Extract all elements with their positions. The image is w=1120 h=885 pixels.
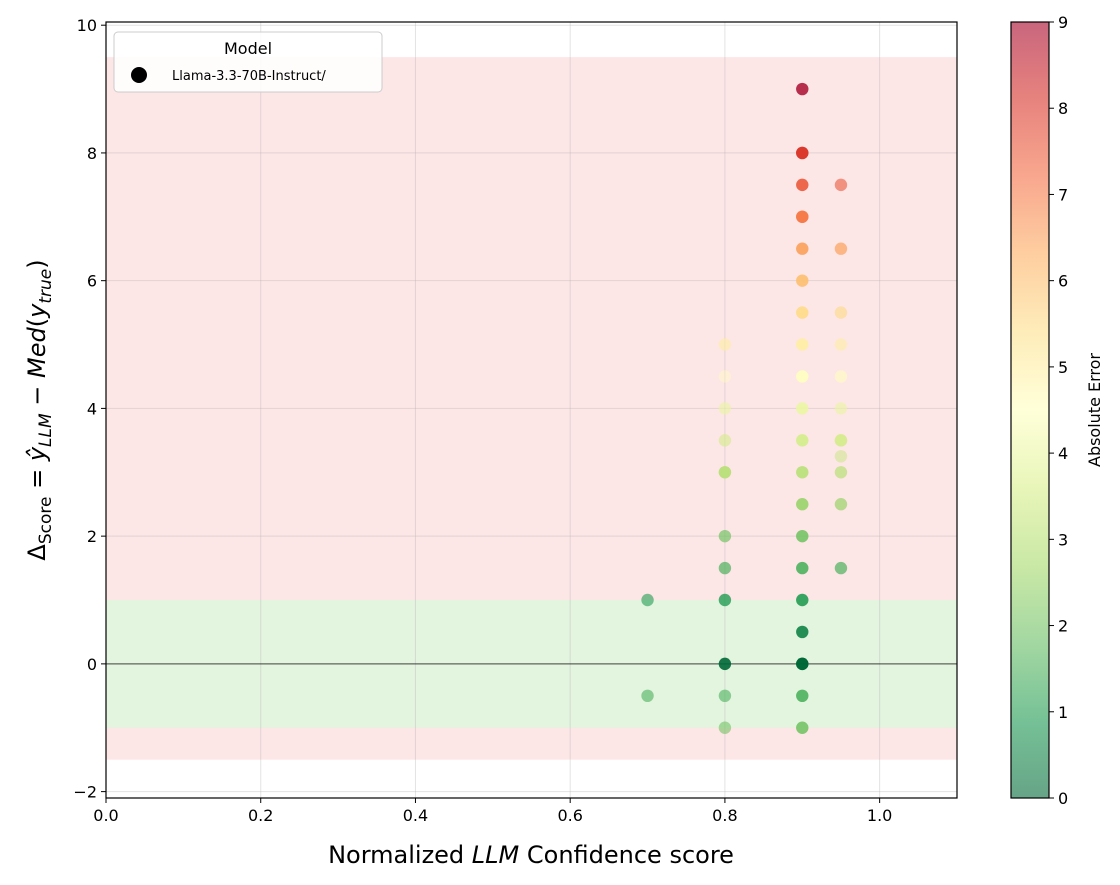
y-tick-label: 2 <box>87 527 97 546</box>
data-point <box>834 306 848 319</box>
data-point <box>796 338 809 351</box>
colorbar-tick-label: 2 <box>1058 617 1068 636</box>
y-tick-label: 8 <box>87 144 97 163</box>
colorbar-tick-label: 6 <box>1058 272 1068 291</box>
y-tick-label: −2 <box>73 783 97 802</box>
plot-frame <box>105 21 958 799</box>
x-tick-label: 0.4 <box>403 806 428 825</box>
data-point <box>834 450 848 463</box>
data-point <box>718 657 732 671</box>
data-point <box>796 370 809 383</box>
bands <box>106 57 957 760</box>
data-point <box>796 466 809 479</box>
data-point <box>834 242 848 255</box>
data-point <box>796 498 809 511</box>
data-point <box>834 466 848 479</box>
x-tick-label: 0.2 <box>248 806 273 825</box>
data-point <box>796 82 809 96</box>
data-point <box>796 210 809 223</box>
data-point <box>834 498 848 511</box>
x-axis-title: Normalized LLM Confidence score <box>328 841 734 869</box>
colorbar: 0 1 2 3 4 5 6 7 8 9 Absolute Error <box>1010 13 1104 808</box>
x-tick-label: 0.0 <box>93 806 118 825</box>
data-point <box>718 370 732 383</box>
data-point <box>834 178 848 192</box>
data-point <box>796 242 809 255</box>
data-point <box>796 146 809 160</box>
legend-marker <box>131 67 147 83</box>
data-point <box>796 625 809 639</box>
colorbar-tick-label: 7 <box>1058 185 1068 204</box>
data-point <box>718 689 732 703</box>
colorbar-frame <box>1010 21 1050 799</box>
y-tick-label: 6 <box>87 272 97 291</box>
data-point <box>796 402 809 415</box>
data-point <box>796 178 809 192</box>
y-tick-label: 4 <box>87 399 97 418</box>
data-point <box>718 402 732 415</box>
colorbar-label: Absolute Error <box>1085 353 1104 467</box>
data-point <box>796 689 809 703</box>
legend-title: Model <box>224 39 272 58</box>
y-tick-label: 10 <box>77 16 97 35</box>
data-point <box>718 338 732 351</box>
y-axis: −2 0 2 4 6 8 10 <box>73 16 106 802</box>
data-point <box>641 593 654 607</box>
data-point <box>834 338 848 351</box>
data-point <box>796 434 809 447</box>
data-point <box>796 561 809 575</box>
colorbar-tick-label: 8 <box>1058 99 1068 118</box>
x-tick-label: 0.6 <box>557 806 582 825</box>
legend: Model Llama-3.3-70B-Instruct/ <box>113 31 383 93</box>
x-axis: 0.0 0.2 0.4 0.6 0.8 1.0 <box>93 798 892 825</box>
data-point <box>718 721 732 734</box>
colorbar-gradient <box>1011 22 1049 798</box>
legend-entry-label: Llama-3.3-70B-Instruct/ <box>172 69 326 84</box>
colorbar-tick-label: 9 <box>1058 13 1068 32</box>
data-point <box>718 466 732 479</box>
data-point <box>718 529 732 543</box>
data-point <box>796 721 809 734</box>
data-point <box>796 529 809 543</box>
colorbar-tick-label: 5 <box>1058 358 1068 377</box>
data-point <box>718 561 732 575</box>
y-axis-title: ΔScore = ŷLLM − Med(ytrue) <box>23 259 56 560</box>
data-point <box>796 306 809 319</box>
x-tick-label: 1.0 <box>867 806 892 825</box>
x-tick-label: 0.8 <box>712 806 737 825</box>
data-point <box>834 370 848 383</box>
y-tick-label: 0 <box>87 655 97 674</box>
data-point <box>718 434 732 447</box>
data-points <box>641 82 848 734</box>
colorbar-tick-label: 0 <box>1058 789 1068 808</box>
legend-box <box>113 31 383 93</box>
data-point <box>834 561 848 575</box>
data-point <box>641 689 654 703</box>
colorbar-tick-label: 1 <box>1058 703 1068 722</box>
data-point <box>834 402 848 415</box>
colorbar-tick-label: 4 <box>1058 444 1068 463</box>
data-point <box>718 593 732 607</box>
data-point <box>796 657 809 671</box>
colorbar-ticks: 0 1 2 3 4 5 6 7 8 9 <box>1049 13 1068 808</box>
colorbar-tick-label: 3 <box>1058 530 1068 549</box>
data-point <box>834 434 848 447</box>
data-point <box>796 274 809 287</box>
data-point <box>796 593 809 607</box>
